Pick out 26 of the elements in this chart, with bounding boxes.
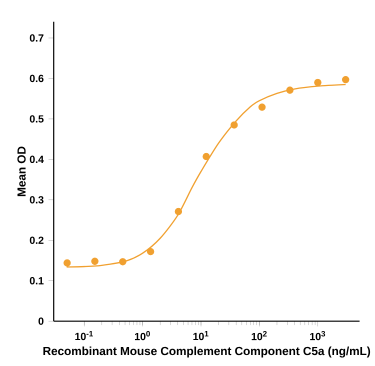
point <box>202 152 210 160</box>
y-tick-label: 0.7 <box>30 34 44 42</box>
y-tick-label: 0.3 <box>30 196 44 204</box>
point <box>64 259 71 267</box>
point <box>258 103 266 111</box>
x-tick-label: 10$^{2}$ <box>252 330 267 340</box>
y-tick-label: 0 <box>38 317 44 325</box>
point <box>314 78 322 86</box>
y-tick-label: 0.6 <box>30 74 44 82</box>
y-tick-label: 0.1 <box>30 277 44 284</box>
point <box>119 258 126 266</box>
point <box>342 76 350 84</box>
point <box>230 121 238 129</box>
point <box>146 248 154 256</box>
x-tick-label: 10$^{0}$ <box>134 330 150 340</box>
y-tick-label: 0.5 <box>30 115 44 123</box>
x-axis-title: Recombinant Mouse Complement Component C5a (ng/mL) <box>43 346 370 358</box>
x-tick-label: 10$^{1}$ <box>193 330 208 340</box>
point <box>91 258 98 265</box>
x-tick-label: 10$^{-1}$ <box>75 330 93 340</box>
point <box>286 86 294 94</box>
y-tick-label: 0.2 <box>30 236 44 244</box>
y-axis-title: Mean OD <box>17 146 26 196</box>
y-tick-label: 0.4 <box>30 156 44 163</box>
x-tick-label: 10$^{3}$ <box>310 330 326 340</box>
point <box>174 208 182 216</box>
